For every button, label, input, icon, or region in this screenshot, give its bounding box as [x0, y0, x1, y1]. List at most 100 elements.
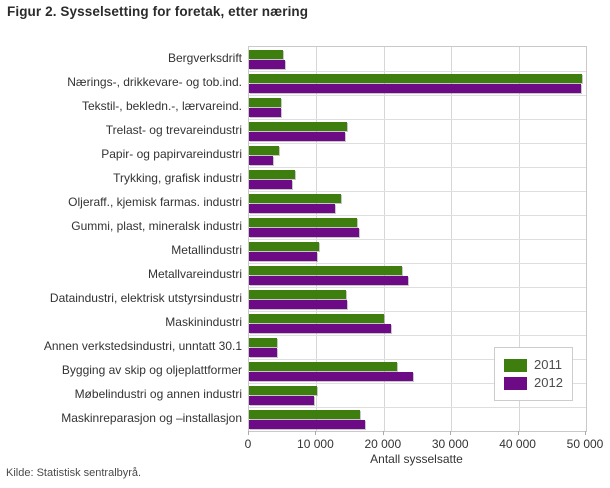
- category-label: Nærings-, drikkevare- og tob.ind.: [67, 75, 242, 89]
- horizontal-gridline: [249, 335, 586, 336]
- bar-2012: [249, 324, 392, 333]
- horizontal-gridline: [249, 191, 586, 192]
- bar-2011: [249, 170, 295, 179]
- x-tick-mark: [585, 431, 586, 435]
- category-label: Oljeraff., kjemisk farmas. industri: [68, 195, 242, 209]
- plot-area: [248, 46, 587, 432]
- legend-item-2012: 2012: [504, 375, 563, 391]
- category-label: Maskinreparasjon og –installasjon: [61, 411, 242, 425]
- category-label: Dataindustri, elektrisk utstyrsindustri: [49, 291, 242, 305]
- source-note: Kilde: Statistisk sentralbyrå.: [6, 467, 142, 479]
- category-label: Tekstil-, bekledn.-, lærvareind.: [81, 99, 242, 113]
- horizontal-gridline: [249, 167, 586, 168]
- x-tick-mark: [248, 431, 249, 435]
- bar-2011: [249, 122, 347, 131]
- x-tick-label: 40 000: [499, 437, 536, 451]
- bar-2012: [249, 60, 285, 69]
- category-label: Maskinindustri: [165, 315, 242, 329]
- bar-2011: [249, 98, 282, 107]
- bar-2012: [249, 348, 277, 357]
- horizontal-gridline: [249, 239, 586, 240]
- bar-2011: [249, 338, 278, 347]
- bar-2011: [249, 410, 361, 419]
- bar-2011: [249, 266, 402, 275]
- bar-2012: [249, 276, 409, 285]
- category-label: Papir- og papirvareindustri: [101, 147, 242, 161]
- bar-2011: [249, 74, 582, 83]
- category-row: [249, 95, 586, 119]
- category-row: [249, 311, 586, 335]
- horizontal-gridline: [249, 215, 586, 216]
- bar-2012: [249, 300, 347, 309]
- category-label: Annen verkstedsindustri, unntatt 30.1: [43, 339, 242, 353]
- category-label: Bygging av skip og oljeplattformer: [61, 363, 242, 377]
- horizontal-gridline: [249, 407, 586, 408]
- chart-title: Figur 2. Sysselsetting for foretak, ette…: [7, 4, 309, 19]
- legend-label: 2012: [534, 375, 563, 390]
- legend: 2011 2012: [494, 347, 573, 401]
- bar-2011: [249, 50, 284, 59]
- x-tick-label: 30 000: [431, 437, 469, 451]
- category-label: Metallindustri: [171, 243, 242, 257]
- category-row: [249, 191, 586, 215]
- category-label: Trykking, grafisk industri: [113, 171, 242, 185]
- horizontal-gridline: [249, 383, 586, 384]
- category-row: [249, 383, 586, 407]
- x-tick-label: 50 000: [566, 437, 604, 451]
- bar-2012: [249, 132, 345, 141]
- category-row: [249, 119, 586, 143]
- category-label: Metallvareindustri: [147, 267, 242, 281]
- category-row: [249, 47, 586, 71]
- category-label: Trelast- og trevareindustri: [105, 123, 242, 137]
- bar-2011: [249, 362, 398, 371]
- horizontal-gridline: [249, 71, 586, 72]
- horizontal-gridline: [249, 263, 586, 264]
- bar-2011: [249, 290, 347, 299]
- bar-2011: [249, 218, 357, 227]
- x-axis-title: Antall sysselsatte: [370, 452, 463, 466]
- legend-swatch-2012: [504, 376, 527, 390]
- bar-2011: [249, 194, 342, 203]
- bar-2012: [249, 204, 336, 213]
- legend-item-2011: 2011: [504, 357, 563, 373]
- legend-label: 2011: [534, 357, 562, 372]
- bar-2011: [249, 242, 320, 251]
- horizontal-gridline: [249, 119, 586, 120]
- horizontal-gridline: [249, 95, 586, 96]
- bar-2012: [249, 108, 282, 117]
- bar-2012: [249, 84, 582, 93]
- bar-2012: [249, 180, 293, 189]
- bar-2011: [249, 314, 385, 323]
- x-tick-label: 0: [244, 437, 252, 451]
- category-row: [249, 407, 586, 431]
- bar-2012: [249, 372, 414, 381]
- category-row: [249, 239, 586, 263]
- category-row: [249, 167, 586, 191]
- horizontal-gridline: [249, 287, 586, 288]
- bar-2012: [249, 156, 274, 165]
- y-axis-labels: Bergverksdrift Nærings-, drikkevare- og t…: [0, 46, 242, 430]
- bar-2012: [249, 252, 318, 261]
- bar-2011: [249, 146, 280, 155]
- legend-swatch-2011: [504, 358, 527, 372]
- horizontal-gridline: [249, 359, 586, 360]
- x-tick-label: 20 000: [364, 437, 402, 451]
- category-row: [249, 215, 586, 239]
- category-label: Møbelindustri og annen industri: [74, 387, 242, 401]
- bar-2011: [249, 386, 318, 395]
- x-tick-mark: [315, 431, 317, 435]
- category-row: [249, 143, 586, 167]
- category-label: Bergverksdrift: [167, 51, 242, 65]
- category-row: [249, 335, 586, 359]
- horizontal-gridline: [249, 311, 586, 312]
- category-row: [249, 263, 586, 287]
- category-row: [249, 359, 586, 383]
- category-label: Gummi, plast, mineralsk industri: [71, 219, 242, 233]
- category-row: [249, 71, 586, 95]
- x-tick-mark: [382, 431, 384, 435]
- x-tick-mark: [517, 431, 519, 435]
- x-tick-label: 10 000: [297, 437, 334, 451]
- x-tick-mark: [450, 431, 452, 435]
- bar-2012: [249, 420, 365, 429]
